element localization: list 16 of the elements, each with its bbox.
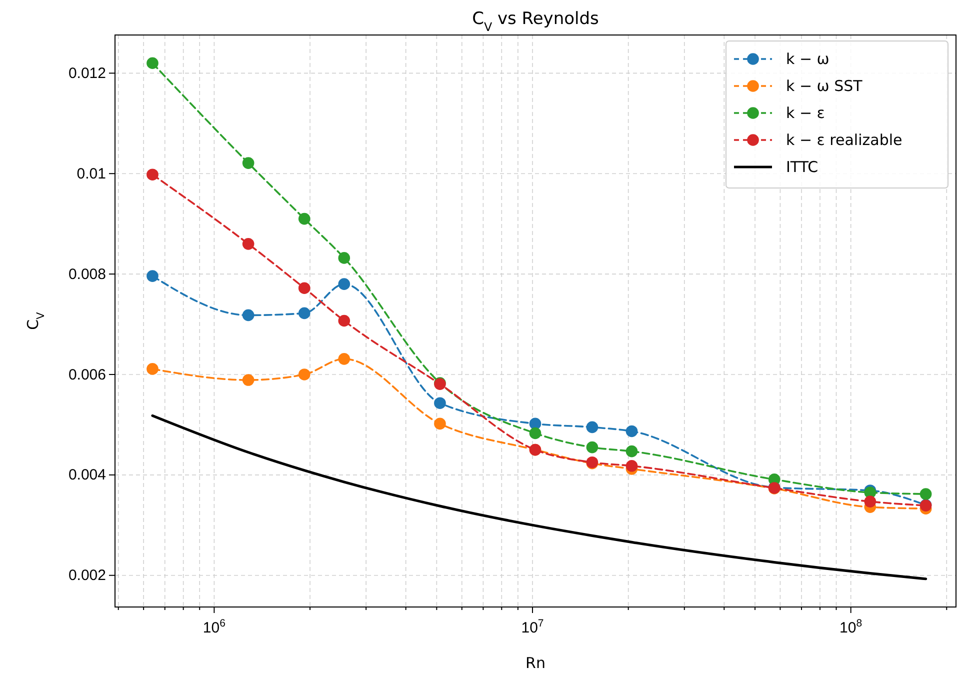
chart-title: C$_{V}$ vs Reynolds bbox=[472, 9, 600, 34]
y-tick-label: 0.012 bbox=[68, 64, 106, 82]
y-tick-label: 0.008 bbox=[68, 266, 106, 283]
x-axis-title: Rn bbox=[526, 654, 546, 672]
x-tick-label: 10$^{8}$ bbox=[840, 618, 862, 636]
y-tick-label: 0.006 bbox=[68, 366, 106, 384]
legend-label: k − ε bbox=[786, 104, 825, 122]
y-tick-label: 0.002 bbox=[68, 567, 106, 584]
x-tick-label: 10$^{6}$ bbox=[202, 618, 226, 636]
y-tick-label: 0.004 bbox=[68, 466, 106, 484]
x-tick-label: 10$^{7}$ bbox=[521, 618, 544, 636]
legend-label: k − ε realizable bbox=[786, 131, 902, 149]
legend-label: k − ω bbox=[786, 50, 830, 68]
legend-label: ITTC bbox=[786, 158, 818, 176]
y-tick-label: 0.01 bbox=[76, 165, 106, 182]
legend-label: k − ω SST bbox=[786, 77, 864, 95]
